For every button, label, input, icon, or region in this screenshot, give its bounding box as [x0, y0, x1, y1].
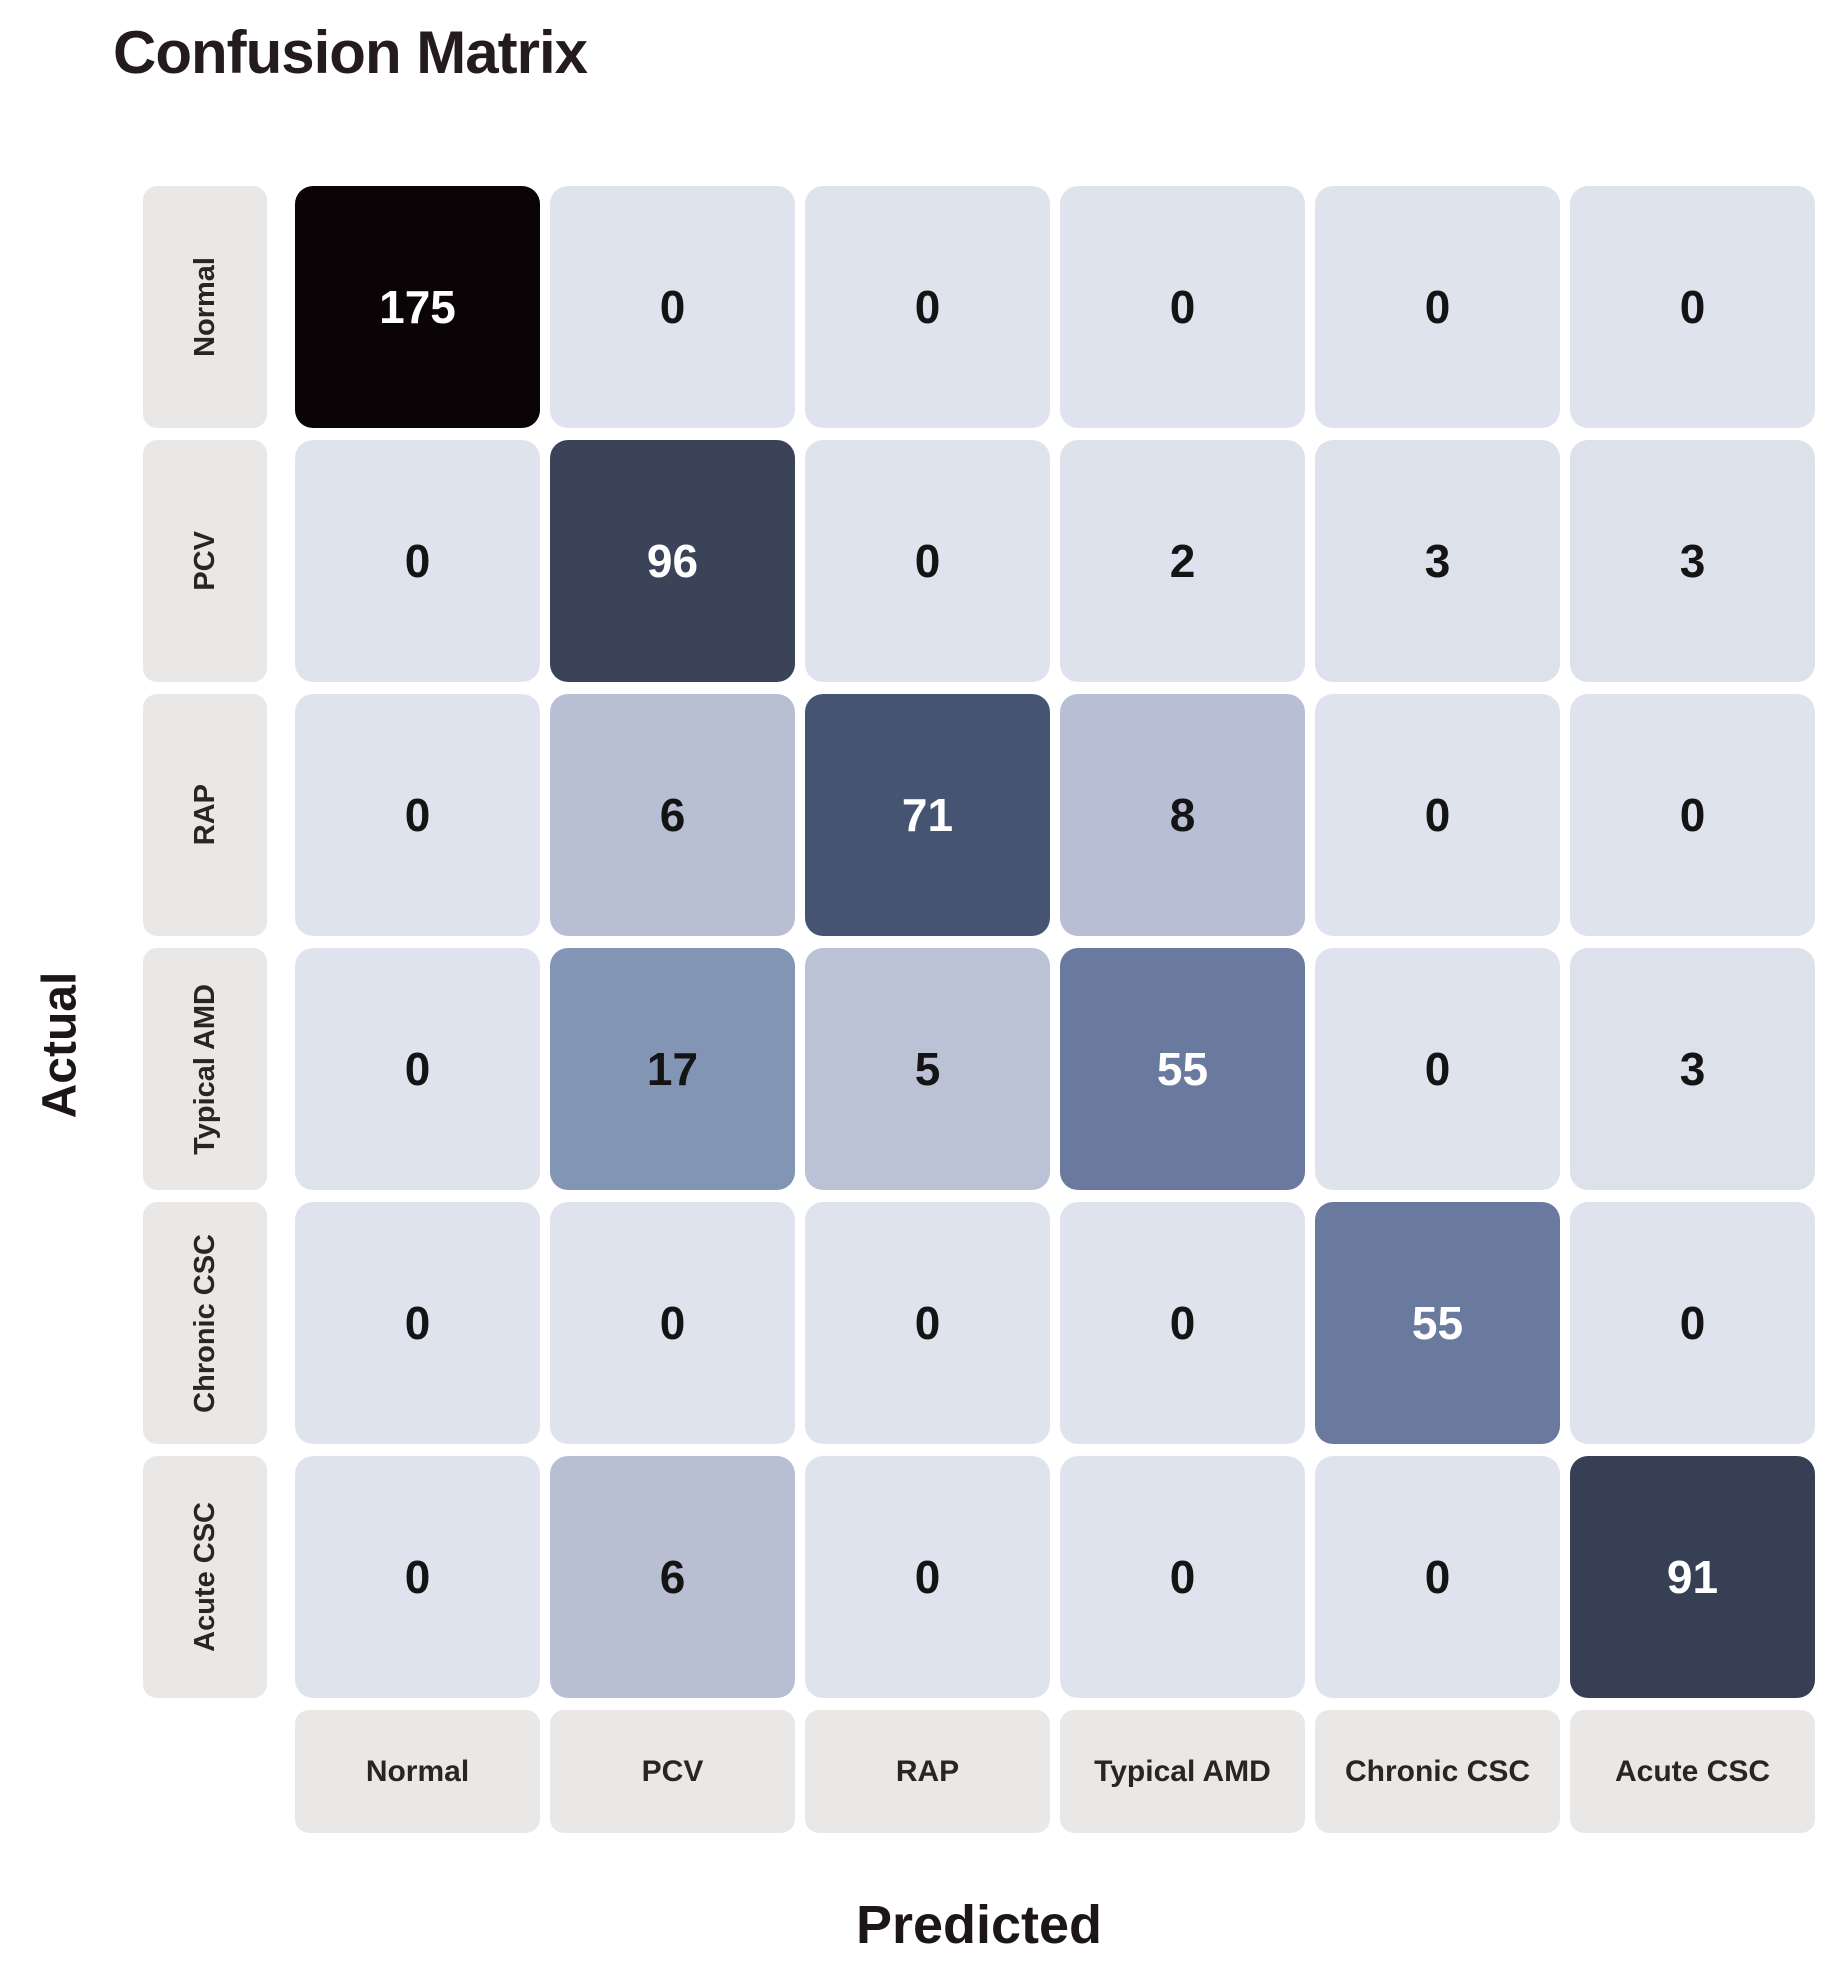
- matrix-cell: 17: [550, 948, 795, 1190]
- matrix-cell: 0: [1570, 186, 1815, 428]
- matrix-cell: 0: [295, 1456, 540, 1698]
- row-label-text: PCV: [188, 531, 221, 591]
- row-label-cell: Chronic CSC: [143, 1202, 267, 1444]
- col-label-cell: PCV: [550, 1710, 795, 1833]
- col-label-cell: Chronic CSC: [1315, 1710, 1560, 1833]
- matrix-cell: 55: [1315, 1202, 1560, 1444]
- matrix-cell: 8: [1060, 694, 1305, 936]
- row-label-text: Acute CSC: [188, 1502, 221, 1652]
- matrix-cell: 0: [550, 1202, 795, 1444]
- corner-spacer: [143, 1710, 267, 1833]
- matrix-cell: 0: [295, 1202, 540, 1444]
- matrix-cell: 6: [550, 1456, 795, 1698]
- x-axis-title: Predicted: [855, 1895, 1103, 1955]
- row-label-cell: Normal: [143, 186, 267, 428]
- row-label-text: Chronic CSC: [188, 1233, 221, 1413]
- y-axis-title: Actual: [33, 971, 87, 1119]
- matrix-cell: 0: [1570, 1202, 1815, 1444]
- row-label-cell: PCV: [143, 440, 267, 682]
- col-label-cell: Normal: [295, 1710, 540, 1833]
- col-label-cell: Acute CSC: [1570, 1710, 1815, 1833]
- matrix-cell: 0: [295, 694, 540, 936]
- matrix-cell: 6: [550, 694, 795, 936]
- matrix-cell: 0: [1315, 1456, 1560, 1698]
- chart-title: Confusion Matrix: [113, 19, 588, 86]
- row-label-cell: Typical AMD: [143, 948, 267, 1190]
- matrix-cell: 0: [805, 1202, 1050, 1444]
- row-label-text: Normal: [188, 257, 221, 357]
- matrix-cell: 0: [1060, 1202, 1305, 1444]
- col-label-cell: Typical AMD: [1060, 1710, 1305, 1833]
- matrix-cell: 0: [1570, 694, 1815, 936]
- matrix-cell: 91: [1570, 1456, 1815, 1698]
- matrix-cell: 71: [805, 694, 1050, 936]
- matrix-cell: 0: [1060, 1456, 1305, 1698]
- row-label-text: Typical AMD: [188, 983, 221, 1155]
- matrix-cell: 0: [1060, 186, 1305, 428]
- matrix-cell: 0: [295, 948, 540, 1190]
- matrix-cell: 0: [805, 1456, 1050, 1698]
- matrix-cell: 3: [1570, 948, 1815, 1190]
- matrix-cell: 0: [550, 186, 795, 428]
- matrix-cell: 0: [1315, 948, 1560, 1190]
- matrix-cell: 0: [295, 440, 540, 682]
- matrix-cell: 175: [295, 186, 540, 428]
- matrix-cell: 5: [805, 948, 1050, 1190]
- confusion-matrix-grid: Normal 175 0 0 0 0 0 PCV 0 96 0 2 3 3 RAP 0 6 71 8 0 0 Typica…: [143, 186, 1815, 1833]
- matrix-cell: 0: [1315, 186, 1560, 428]
- matrix-cell: 3: [1315, 440, 1560, 682]
- row-label-cell: Acute CSC: [143, 1456, 267, 1698]
- col-label-cell: RAP: [805, 1710, 1050, 1833]
- matrix-cell: 0: [805, 186, 1050, 428]
- row-label-cell: RAP: [143, 694, 267, 936]
- matrix-cell: 3: [1570, 440, 1815, 682]
- matrix-cell: 0: [805, 440, 1050, 682]
- matrix-cell: 96: [550, 440, 795, 682]
- matrix-cell: 0: [1315, 694, 1560, 936]
- row-label-text: RAP: [188, 784, 221, 846]
- matrix-cell: 55: [1060, 948, 1305, 1190]
- matrix-cell: 2: [1060, 440, 1305, 682]
